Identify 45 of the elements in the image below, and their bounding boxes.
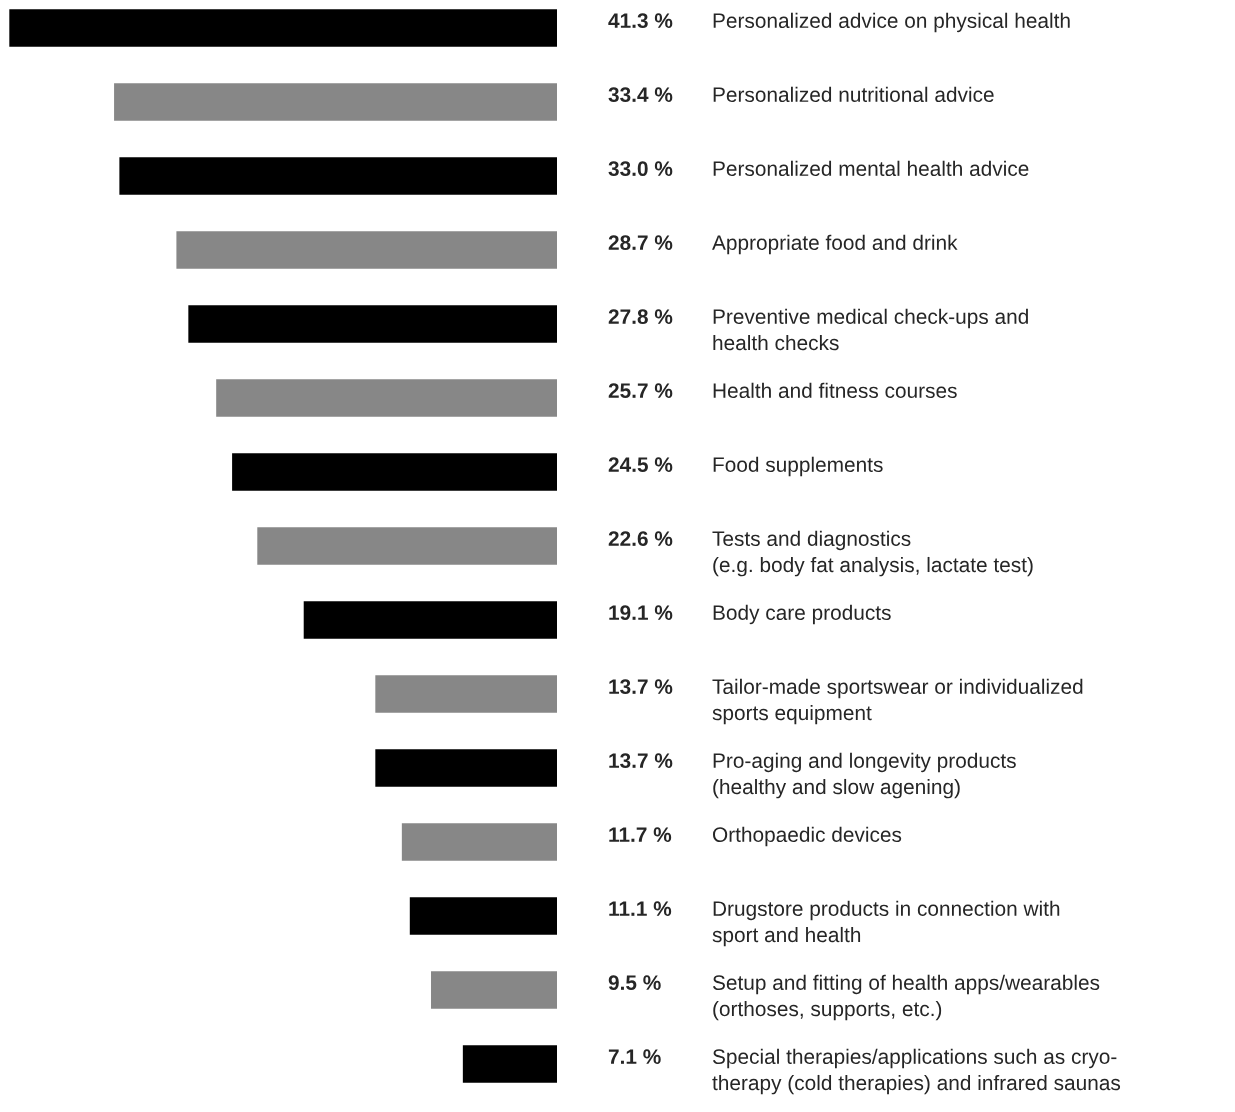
y-tick-label: Special therapies/applications such as cryo- therapy (cold therapies) and infrared saunas — [712, 1048, 1121, 1095]
bar — [216, 379, 557, 417]
data-label: 11.1 % — [609, 901, 672, 916]
bar — [176, 231, 557, 269]
y-tick-label: Appropriate food and drink — [712, 234, 958, 255]
y-tick-label: Pro-aging and longevity products (healthy and slow agening) — [713, 752, 1016, 799]
data-label: 41.3 % — [608, 13, 673, 29]
y-tick-label: Food supplements — [713, 456, 883, 477]
bar — [232, 453, 557, 491]
bar — [462, 1045, 557, 1083]
y-tick-label: Personalized nutritional advice — [713, 86, 994, 103]
bar — [409, 897, 557, 935]
bar — [9, 9, 557, 47]
y-tick-label: Tailor-made sportswear or individualized sports equipment — [712, 678, 1083, 725]
data-label: 22.6 % — [608, 531, 673, 547]
bar — [257, 527, 557, 565]
y-tick-label: Tests and diagnostics (e.g. body fat analysis, lactate test) — [712, 530, 1033, 577]
data-label: 19.1 % — [609, 605, 673, 621]
y-tick-label: Preventive medical check-ups and health checks — [713, 308, 1028, 351]
y-tick-label: Drugstore products in connection with sport and health — [712, 900, 1060, 947]
bar — [188, 305, 557, 343]
data-label: 25.7 % — [608, 383, 673, 399]
data-label: 11.7 % — [609, 827, 672, 842]
data-label: 7.1 % — [608, 1049, 661, 1064]
data-label: 9.5 % — [608, 975, 661, 991]
data-label: 27.8 % — [608, 309, 673, 325]
bar — [114, 83, 557, 121]
y-tick-label: Personalized advice on physical health — [713, 12, 1070, 33]
data-label: 28.7 % — [608, 235, 673, 251]
data-label: 13.7 % — [609, 679, 673, 695]
data-label: 33.4 % — [608, 87, 673, 103]
bar — [375, 749, 557, 787]
y-tick-label: Health and fitness courses — [713, 382, 957, 399]
bar — [431, 971, 557, 1009]
bar — [303, 601, 557, 639]
bar — [401, 823, 557, 861]
y-tick-label: Personalized mental health advice — [713, 160, 1029, 177]
data-label: 33.0 % — [608, 161, 673, 177]
bar — [119, 157, 557, 195]
y-tick-label: Body care products — [713, 604, 891, 625]
bar — [375, 675, 557, 713]
data-label: 24.5 % — [608, 457, 673, 473]
y-tick-label: Setup and fitting of health apps/wearables (orthoses, supports, etc.) — [712, 974, 1100, 1021]
y-tick-label: Orthopaedic devices — [712, 826, 902, 847]
data-label: 13.7 % — [609, 753, 673, 769]
